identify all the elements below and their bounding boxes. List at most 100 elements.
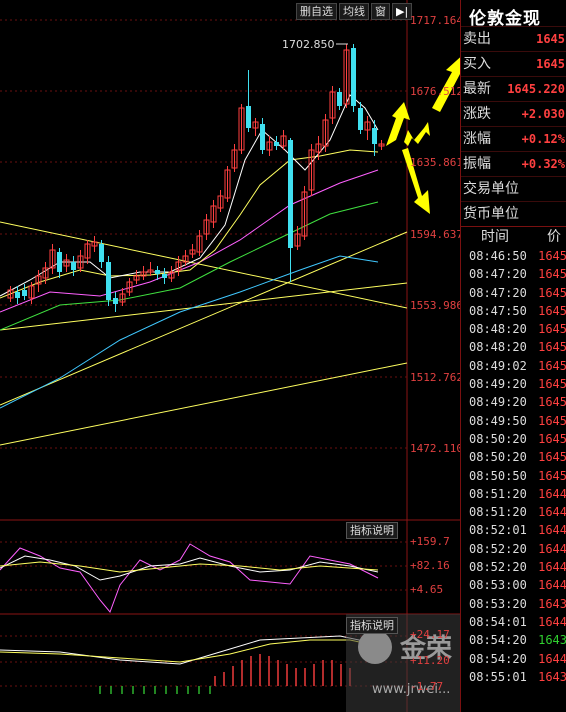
trend-line [0,221,408,309]
watermark-brand: 金荣 [400,634,453,664]
tick-price: 1645 [538,358,566,373]
candle-body [175,261,182,271]
tick-row: 08:49:20 1645 [461,375,566,393]
candle-body [155,270,160,274]
candle-body [203,219,210,235]
tick-row: 08:47:20 1645 [461,265,566,283]
tick-row: 08:49:02 1645 [461,357,566,375]
tick-row: 08:52:20 1644 [461,558,566,576]
indicator1-lines [0,543,379,613]
candle-body [35,275,42,285]
quote-value: 1645.220 [507,82,565,96]
candle-body [133,275,140,281]
tick-row: 08:49:20 1645 [461,393,566,411]
window-button[interactable]: 窗 [371,3,390,20]
price-axis-label: 1512.762 [410,371,463,384]
tick-row: 08:52:01 1644 [461,521,566,539]
quote-label: 卖出 [463,31,491,47]
price-axis-label: 1676.512 [410,85,463,98]
candle-body [106,262,111,300]
candle-body [15,292,20,298]
tick-price: 1644 [538,523,566,538]
ma-line [0,94,379,297]
trade-unit-row: 交易单位 [461,176,566,201]
candle-body [294,233,301,247]
candle-body [246,106,251,128]
price-axis-label: 1594.637 [410,228,463,241]
tick-price: 1645 [538,450,566,465]
candle-body [288,140,293,248]
candle-body [182,255,189,263]
tick-time: 08:48:20 [469,340,527,355]
collapse-arrow-icon[interactable]: ▶| [392,3,413,20]
candle-body [280,135,287,147]
annotation-arrows [386,57,460,214]
quote-row: 振幅 +0.32% [461,151,566,176]
quote-label: 涨幅 [463,131,491,147]
indicator1-axis-label: +159.7 [410,535,450,548]
tick-row: 08:50:50 1645 [461,467,566,485]
tick-price: 1645 [538,303,566,318]
candle-body [7,289,14,299]
tick-time: 08:47:20 [469,267,527,282]
tick-price: 1645 [538,413,566,428]
candle-body [224,169,231,199]
quote-label: 涨跌 [463,106,491,122]
candle-body [217,195,224,209]
tick-time: 08:46:50 [469,249,527,263]
tick-time: 08:54:01 [469,614,527,629]
trend-line [0,362,408,446]
tick-row: 08:47:50 1645 [461,302,566,320]
price-axis-label: 1635.861 [410,156,463,169]
indicator2-help-button[interactable]: 指标说明 [346,617,398,634]
candle-body [63,259,70,267]
candle-body [168,271,175,279]
quote-row: 最新 1645.220 [461,76,566,101]
indicator1-line [0,543,379,613]
candle-body [322,119,329,147]
delete-watchlist-button[interactable]: 删自选 [296,3,337,20]
peak-price-label: 1702.850 [282,38,335,51]
tick-time: 08:50:20 [469,450,527,465]
tick-time: 08:52:20 [469,560,527,575]
quote-label: 买入 [463,56,491,72]
candle-body [301,191,308,237]
tick-row: 08:48:20 1645 [461,338,566,356]
tick-price: 1644 [538,505,566,520]
tick-time: 08:49:50 [469,413,527,428]
tick-row: 08:50:20 1645 [461,448,566,466]
tick-time: 08:49:20 [469,377,527,392]
candle-body [147,269,154,273]
tick-price: 1645 [538,249,566,263]
tick-time: 08:55:01 [469,669,527,684]
candle-body [364,121,371,131]
tick-price: 1645 [538,285,566,300]
kline-chart[interactable]: 1702.850 [0,0,460,712]
quote-value: +0.12% [521,132,565,146]
candle-body [162,274,167,278]
tick-price: 1644 [538,578,566,593]
ma-line [0,169,379,313]
candle-body [22,290,27,296]
indicator1-help-button[interactable]: 指标说明 [346,522,398,539]
tick-row: 08:54:01 1644 [461,613,566,631]
candle-body [351,48,356,106]
moving-averages [0,94,379,409]
candle-body [260,124,265,150]
tick-row: 08:53:00 1644 [461,576,566,594]
tick-time: 08:49:02 [469,358,527,373]
brand-logo-icon [358,630,392,664]
quote-row: 买入 1645 [461,51,566,76]
quote-value: 1645 [536,57,565,71]
chart-toolbar: 删自选 均线 窗 ▶| [296,3,413,20]
ticks-list: 08:46:50 1645 08:47:20 1645 08:47:20 1645 08:4… [461,247,566,686]
quote-value: 1645 [536,32,565,46]
tick-row: 08:46:50 1645 [461,247,566,265]
tick-row: 08:50:20 1645 [461,430,566,448]
indicator2-axis-label: +11.20 [410,654,450,667]
ma-line [0,255,379,409]
candle-body [126,281,133,293]
indicator1-line [0,555,379,581]
candle-body [252,121,259,129]
moving-average-button[interactable]: 均线 [339,3,369,20]
